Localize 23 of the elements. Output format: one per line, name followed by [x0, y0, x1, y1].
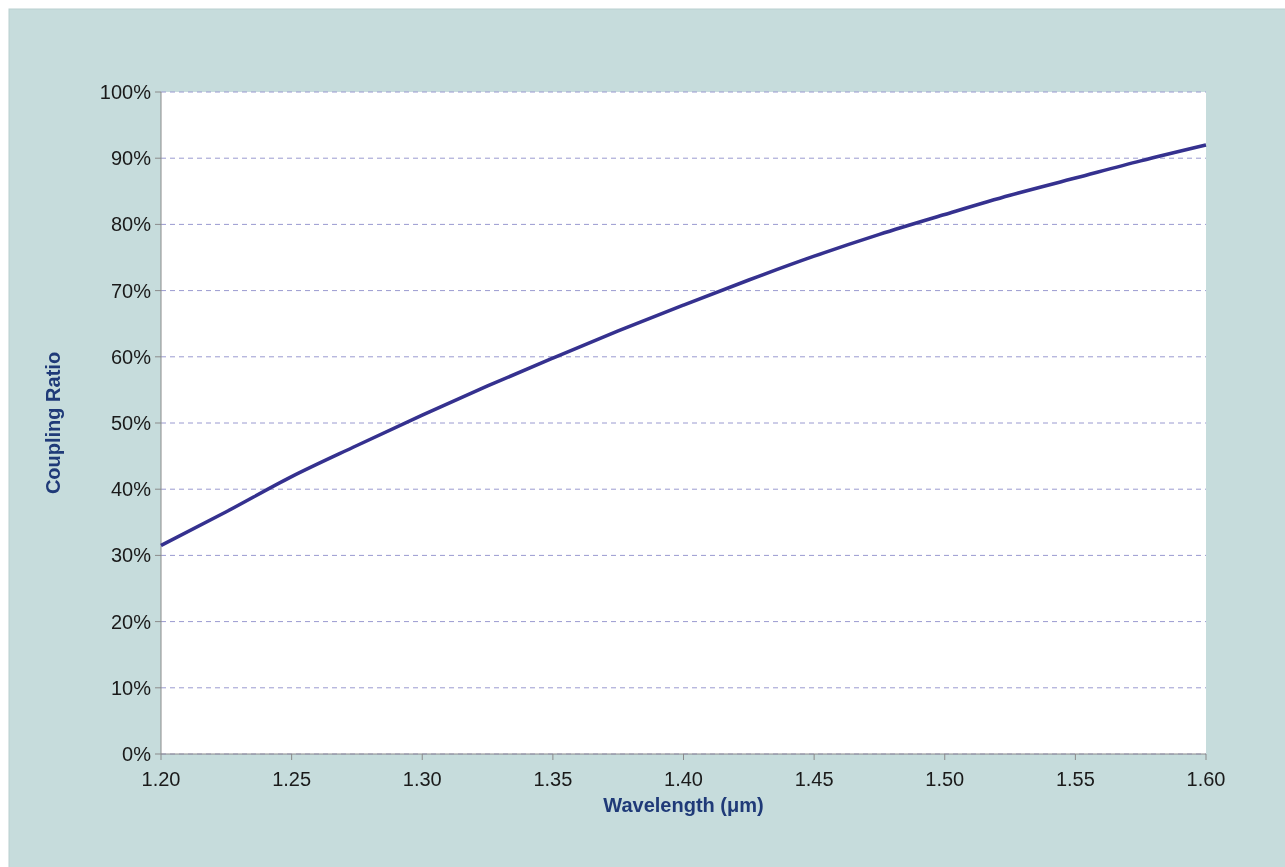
x-tick-label: 1.40 — [664, 768, 703, 790]
x-tick-label: 1.45 — [794, 768, 834, 790]
y-axis-title: Coupling Ratio — [42, 351, 64, 495]
y-tick-label: 40% — [110, 478, 152, 501]
line-series — [159, 143, 1208, 548]
x-axis-title: Wavelength (μm) — [603, 794, 764, 816]
x-tick-label: 1.25 — [272, 768, 312, 790]
y-tick-label: 80% — [110, 213, 152, 236]
y-tick-label: 100% — [99, 81, 152, 103]
x-tick-label: 1.60 — [1186, 768, 1226, 790]
x-tick-label: 1.30 — [402, 768, 442, 790]
y-tick-label: 70% — [110, 279, 152, 302]
x-tick-label: 1.50 — [925, 768, 965, 790]
y-tick-label: 10% — [110, 676, 152, 699]
x-tick-label: 1.55 — [1055, 768, 1095, 790]
y-tick-label: 30% — [110, 544, 152, 567]
y-tick-label: 90% — [110, 147, 152, 170]
y-tick-label: 60% — [110, 345, 152, 368]
x-tick-label: 1.35 — [533, 768, 573, 790]
x-tick-label: 1.20 — [141, 768, 181, 790]
y-tick-label: 0% — [122, 743, 152, 765]
y-tick-label: 20% — [110, 610, 152, 633]
y-tick-label: 50% — [110, 412, 152, 434]
